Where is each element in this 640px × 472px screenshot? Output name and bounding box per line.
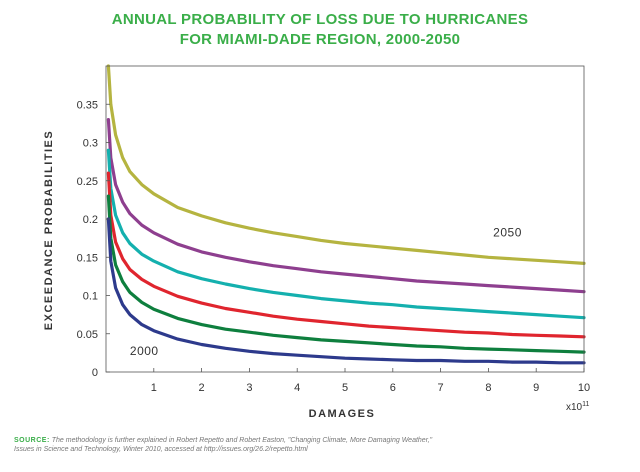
x-tick-label: 4 [294,382,300,394]
y-tick-label: 0.05 [77,329,98,341]
y-tick-label: 0.25 [77,176,98,188]
x-tick-label: 2 [199,382,205,394]
y-tick-label: 0 [92,367,98,379]
y-tick-label: 0.2 [83,214,98,226]
y-tick-label: 0.3 [83,138,98,150]
chart-title: ANNUAL PROBABILITY OF LOSS DUE TO HURRIC… [111,11,529,28]
x-tick-label: 8 [485,382,491,394]
x-tick-label: 3 [246,382,252,394]
series-layer [106,64,586,365]
x-tick-label: 10 [578,382,590,394]
series-line-1 [106,64,586,265]
series-line-5 [106,194,586,354]
plot-frame [105,65,585,373]
x-tick-label: 6 [390,382,396,394]
y-tick-label: 0.35 [77,99,98,111]
series-line-2 [106,118,586,294]
x-tick-label: 7 [438,382,444,394]
y-tick-label: 0.15 [77,252,98,264]
chart-subtitle: FOR MIAMI-DADE REGION, 2000-2050 [179,31,461,48]
annotation-label-2050: 2050 [493,226,522,240]
source-label: SOURCE: [14,437,50,444]
ticks-layer: 1 2 3 4 5 6 7 8 9 10 0 0.05 0.1 0.15 0.2 0.25 0.3 0.35 [77,99,591,394]
series-line-3 [106,148,586,320]
x-axis-multiplier: x1011 [566,401,589,413]
x-tick-label: 5 [342,382,348,394]
chart-title-block: ANNUAL PROBABILITY OF LOSS DUE TO HURRIC… [0,10,640,50]
source-text-line1: The methodology is further explained in … [51,437,433,444]
x-tick-label: 1 [151,382,157,394]
x-tick-label: 9 [533,382,539,394]
x-axis-label: DAMAGES [309,408,376,420]
y-axis-label: EXCEEDANCE PROBABILITIES [43,130,55,330]
x-multiplier-base: x10 [566,402,583,413]
source-text-line2: Issues in Science and Technology, Winter… [14,446,308,453]
series-line-6 [106,217,586,365]
series-line-4 [106,171,586,339]
source-note: SOURCE: The methodology is further expla… [14,436,626,454]
x-multiplier-exponent: 11 [582,401,589,408]
y-tick-label: 0.1 [83,291,98,303]
annotation-label-2000: 2000 [130,344,159,358]
annotation-layer: 2050 2000 [130,226,522,359]
